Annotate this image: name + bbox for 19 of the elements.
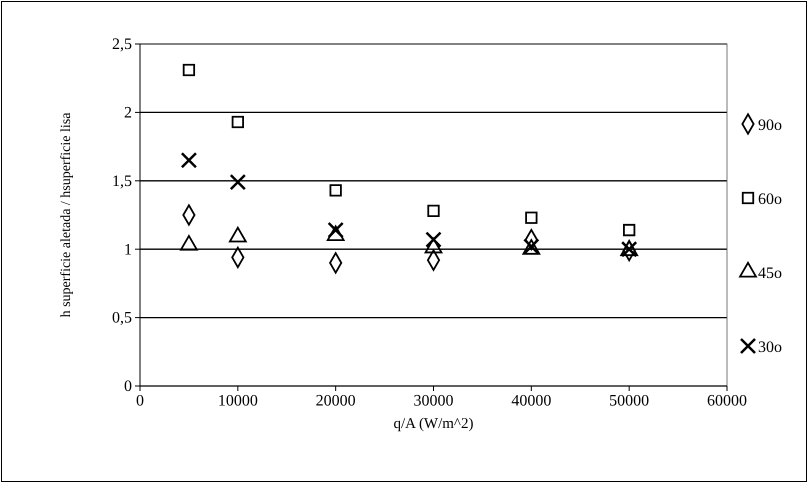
x-tick-label: 50000 [609,392,650,410]
x-tick-label: 20000 [316,392,356,410]
y-tick-label: 2 [124,104,132,122]
legend-label: 90o [758,117,782,134]
y-tick-label: 2,5 [112,36,132,54]
legend-label: 60o [758,191,782,208]
y-tick-label: 0 [124,378,132,396]
y-tick-label: 1,5 [112,172,132,190]
x-tick-label: 60000 [707,392,747,410]
legend-label: 45o [758,265,782,282]
x-tick-label: 40000 [511,392,552,410]
x-tick-label: 30000 [414,392,454,410]
y-tick-label: 1 [124,241,132,258]
x-axis-title: q/A (W/m^2) [394,416,474,432]
legend-label: 30o [758,339,782,356]
x-tick-label: 10000 [218,392,258,410]
x-tick-label: 0 [136,392,144,410]
y-tick-label: 0,5 [112,310,132,327]
y-axis-title: h superficie aletada / hsuperficie lisa [59,112,74,318]
